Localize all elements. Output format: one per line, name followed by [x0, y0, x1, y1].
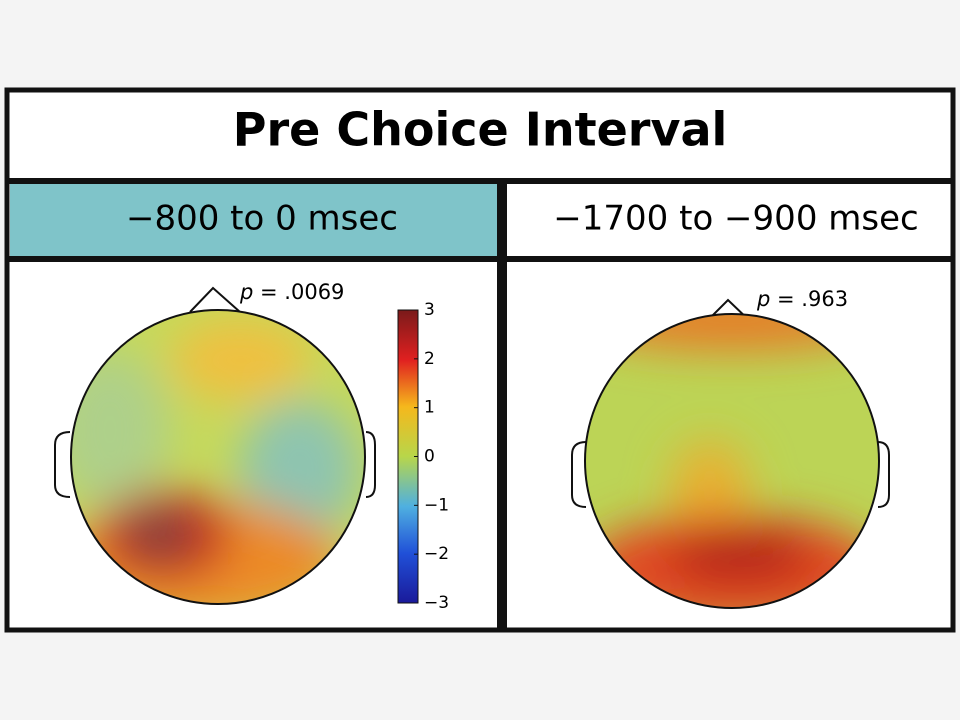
- head-map: [54, 286, 376, 605]
- p-text: = .963: [777, 287, 848, 311]
- header-cell: [10, 184, 497, 256]
- interval: −1700 to −900 msec: [553, 199, 918, 239]
- p-symbol: p: [239, 280, 253, 304]
- colorbar-tick-label: −2: [424, 544, 449, 564]
- colorbar-tick-label: 1: [424, 398, 435, 418]
- p-text: = .0069: [260, 280, 344, 304]
- p-symbol: p: [756, 287, 770, 311]
- colorbar-tick-label: 3: [424, 300, 435, 320]
- colorbar-tick-label: 0: [424, 447, 435, 467]
- p-value: p = .0069: [239, 280, 344, 304]
- colorbar-tick-label: 2: [424, 349, 435, 369]
- colorbar-tick-label: −1: [424, 495, 449, 515]
- p-value: p = .963: [756, 287, 848, 311]
- interval: −800 to 0 msec: [126, 199, 398, 239]
- colorbar-tick-label: −3: [424, 593, 449, 613]
- title: Pre Choice Interval: [233, 103, 728, 157]
